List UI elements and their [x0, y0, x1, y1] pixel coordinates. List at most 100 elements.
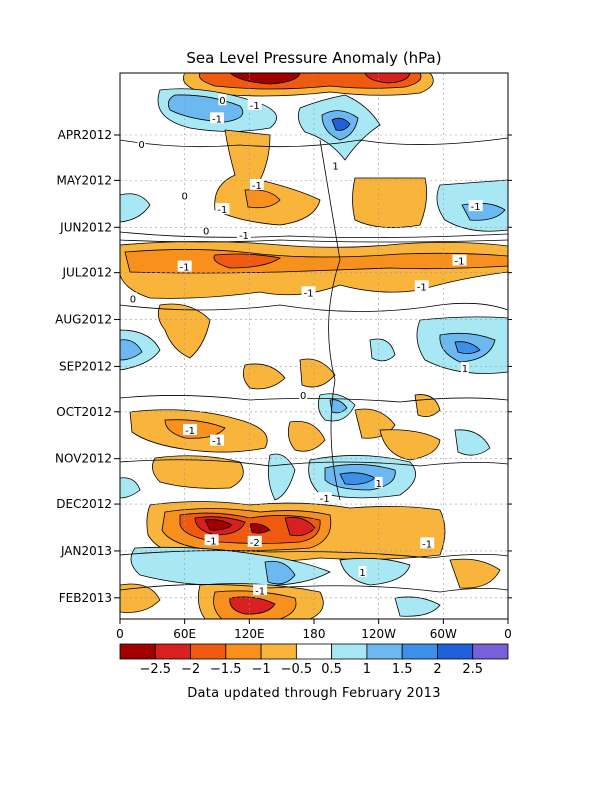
zero-contour-line [120, 550, 508, 559]
colorbar-swatch [401, 643, 438, 660]
anomaly-region [379, 429, 441, 461]
contour-label-bg [247, 98, 262, 110]
contour-label: 0 [138, 140, 144, 151]
anomaly-region [120, 339, 143, 361]
contour-label-bg [460, 361, 469, 373]
y-tick-label: NOV2012 [55, 452, 112, 466]
contour-label: -1 [250, 101, 260, 112]
contour-label: 0 [181, 192, 187, 203]
contour-label-bg [183, 423, 198, 435]
colorbar-label: 2.5 [462, 662, 483, 677]
contour-label: 1 [332, 161, 338, 172]
contour-labels: -1 -1 0 0 1 -1 0 -1 0 -1 -1 -1 -1 -1 -1 0 1 0 -1 -1 1 -1 -1 -2 -… [128, 94, 483, 597]
gridlines [120, 73, 508, 619]
y-tick-label: JAN2013 [60, 544, 112, 558]
anomaly-region [287, 421, 326, 452]
zero-contour-line [120, 395, 508, 403]
contour-label-bg [247, 535, 262, 547]
colorbar-label: 1.5 [392, 662, 413, 677]
colorbar-label: 0.5 [321, 662, 342, 677]
contour-label-bg [202, 224, 211, 236]
anomaly-region [120, 583, 161, 613]
colorbar-label: −2.5 [139, 662, 171, 677]
contour-label-bg [236, 228, 251, 240]
anomaly-region [454, 429, 491, 456]
anomaly-region [369, 338, 396, 362]
anomaly-region [242, 363, 286, 390]
anomaly-region [364, 73, 411, 84]
colorbar-swatch [366, 643, 403, 660]
plot-area: -1 -1 0 0 1 -1 0 -1 0 -1 -1 -1 -1 -1 -1 0 1 0 -1 -1 1 -1 -1 -2 -… [119, 72, 509, 620]
colorbar-label: 2 [433, 662, 441, 677]
anomaly-region [339, 557, 411, 586]
contour-label: -1 [180, 263, 190, 274]
colorbar: −2.5 −2 −1.5 −1 −0.5 0.5 1 1.5 2 2.5 [119, 643, 509, 677]
contour-label: -1 [422, 539, 432, 550]
colorbar-swatch [119, 643, 156, 660]
x-tick-label: 120W [361, 627, 396, 641]
contour-label: 1 [359, 568, 365, 579]
y-tick-label: FEB2013 [59, 591, 112, 605]
zero-contour-line [120, 302, 508, 312]
contour-label: -1 [207, 536, 217, 547]
contour-label: 1 [462, 364, 468, 375]
colorbar-swatch [154, 643, 191, 660]
anomaly-region [394, 596, 441, 617]
colorbar-swatch [437, 643, 474, 660]
contour-label-bg [137, 138, 146, 150]
anomaly-field [120, 73, 508, 619]
y-tick-label: APR2012 [58, 128, 112, 142]
anomaly-region [264, 560, 296, 585]
contour-label: -1 [212, 437, 222, 448]
contour-label: -1 [255, 586, 265, 597]
zero-contour-line [120, 231, 508, 238]
y-tick-label: AUG2012 [55, 313, 112, 327]
zero-contours [120, 137, 508, 593]
anomaly-region [204, 519, 233, 531]
contour-label-bg [452, 254, 467, 266]
contour-label-bg [420, 537, 435, 549]
contour-label-bg [204, 534, 219, 546]
contour-label: -1 [417, 282, 427, 293]
contour-label: -1 [217, 205, 227, 216]
colorbar-label: −2 [181, 662, 200, 677]
x-tick-label: 60E [173, 627, 196, 641]
x-axis: 0 60E 120E 180 120W 60W 0 [116, 619, 512, 641]
y-axis: APR2012 MAY2012 JUN2012 JUL2012 AUG2012 SEP20… [55, 128, 512, 605]
zero-contour-line [120, 239, 508, 243]
contour-label-bg [331, 159, 340, 171]
colorbar-swatch [225, 643, 262, 660]
contour-label: -1 [185, 426, 195, 437]
x-tick-label: 180 [303, 627, 326, 641]
y-tick-label: MAY2012 [57, 173, 113, 187]
contour-label: -1 [304, 288, 314, 299]
colorbar-label: −1.5 [210, 662, 242, 677]
x-tick-label: 0 [504, 627, 512, 641]
contour-label-bg [215, 203, 230, 215]
colorbar-swatch [260, 643, 297, 660]
contour-label: 0 [203, 226, 209, 237]
colorbar-label: −0.5 [281, 662, 313, 677]
y-tick-label: JUN2012 [59, 220, 112, 234]
contour-label-bg [358, 566, 367, 578]
anomaly-region [229, 596, 276, 615]
anomaly-region [454, 341, 481, 354]
contour-label: -1 [252, 181, 262, 192]
colorbar-swatch [472, 643, 509, 660]
zero-contour-line [120, 459, 508, 467]
x-tick-label: 0 [116, 627, 124, 641]
contour-label-bg [301, 286, 316, 298]
colorbar-label: 1 [363, 662, 371, 677]
contour-label: -1 [455, 257, 465, 268]
anomaly-region [152, 455, 244, 489]
anomaly-region [449, 558, 501, 589]
anomaly-region [120, 193, 151, 223]
contour-label-bg [177, 260, 192, 272]
contour-label-bg [218, 94, 227, 106]
anomaly-region [284, 517, 316, 537]
contour-label-bg [374, 476, 383, 488]
contour-label-bg [249, 178, 264, 190]
colorbar-label: −1 [252, 662, 271, 677]
contour-label-bg [414, 280, 429, 292]
